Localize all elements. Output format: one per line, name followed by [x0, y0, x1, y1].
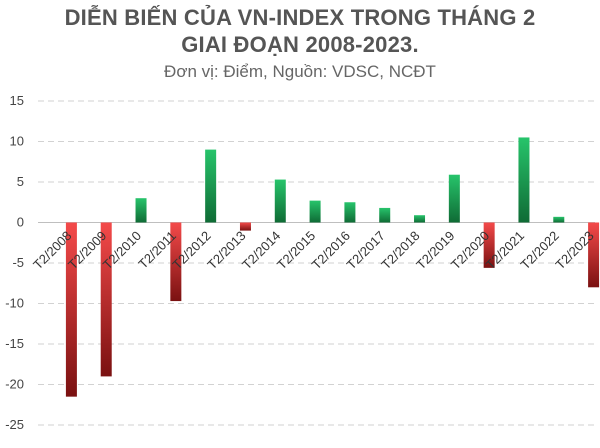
bar-t2-2009	[100, 222, 112, 377]
chart-subtitle: Đơn vị: Điểm, Nguồn: VDSC, NCĐT	[164, 62, 436, 81]
y-tick-label: 5	[17, 174, 24, 189]
bar-t2-2023	[588, 222, 600, 288]
bar-t2-2018	[414, 215, 426, 223]
y-tick-label: 15	[10, 93, 24, 108]
bar-t2-2011	[170, 222, 182, 302]
x-axis-ticks: T2/2008T2/2009T2/2010T2/2011T2/2012T2/20…	[30, 228, 597, 272]
y-tick-label: -20	[5, 377, 24, 392]
y-axis-ticks: 15 10 5 0 -5 -10 -15 -20 -25	[5, 93, 24, 432]
chart-title-line-1: DIỄN BIẾN CỦA VN-INDEX TRONG THÁNG 2	[64, 5, 536, 30]
y-tick-label: -15	[5, 336, 24, 351]
bar-t2-2021	[518, 137, 530, 223]
bar-t2-2008	[65, 222, 77, 397]
bar-t2-2012	[205, 149, 217, 223]
bar-t2-2019	[448, 174, 460, 223]
chart-title: DIỄN BIẾN CỦA VN-INDEX TRONG THÁNG 2 GIA…	[0, 4, 600, 58]
y-tick-label: -5	[12, 255, 24, 270]
y-tick-label: -25	[5, 417, 24, 432]
bar-t2-2022	[553, 216, 565, 223]
bar-t2-2016	[344, 202, 356, 223]
chart-title-line-2: GIAI ĐOẠN 2008-2023.	[181, 32, 419, 57]
bars	[65, 137, 600, 397]
bar-t2-2010	[135, 198, 147, 223]
bar-t2-2015	[309, 200, 321, 223]
bar-t2-2017	[379, 207, 391, 223]
bar-t2-2013	[239, 222, 251, 231]
bar-t2-2014	[274, 179, 286, 223]
y-tick-label: 0	[17, 215, 24, 230]
y-tick-label: 10	[10, 134, 24, 149]
y-tick-label: -10	[5, 296, 24, 311]
bar-t2-2020	[483, 222, 495, 268]
